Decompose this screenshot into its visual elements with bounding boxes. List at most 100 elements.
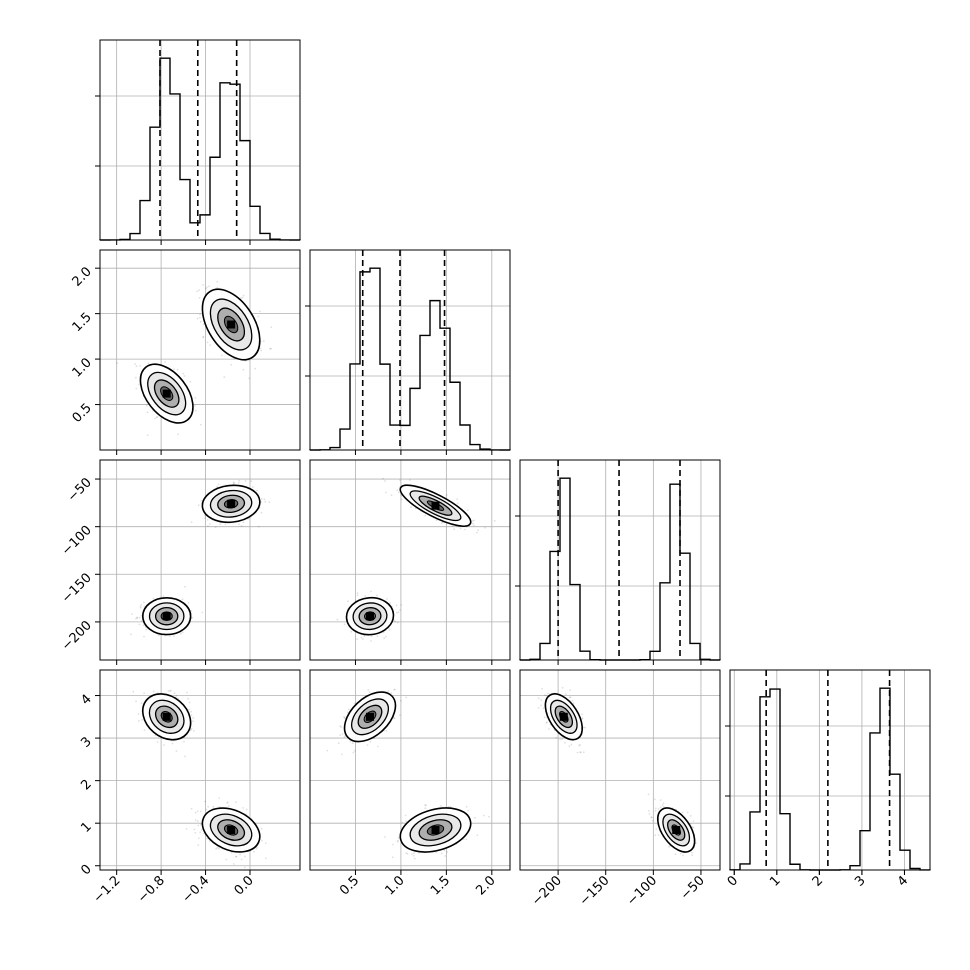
- sample-point: [541, 687, 543, 690]
- sample-point: [384, 836, 386, 838]
- sample-point: [152, 597, 155, 600]
- sample-point: [256, 489, 258, 492]
- sample-point: [406, 852, 409, 855]
- sample-point: [400, 699, 402, 702]
- sample-point: [465, 805, 468, 808]
- sample-point: [135, 387, 138, 390]
- sample-point: [214, 526, 217, 529]
- sample-point: [163, 744, 166, 746]
- sample-point: [137, 713, 140, 716]
- sample-point: [203, 517, 206, 519]
- sample-point: [252, 486, 254, 488]
- sample-point: [260, 498, 263, 500]
- sample-point: [376, 594, 378, 597]
- density-peak: [162, 612, 171, 621]
- histogram-panel-2: [305, 249, 511, 455]
- sample-point: [413, 857, 416, 860]
- sample-point: [136, 616, 138, 619]
- sample-point: [691, 854, 694, 857]
- sample-point: [202, 323, 205, 326]
- sample-point: [196, 810, 199, 812]
- sample-point: [190, 714, 193, 716]
- sample-point: [399, 479, 401, 481]
- sample-point: [366, 744, 369, 746]
- sample-point: [397, 836, 400, 839]
- sample-point: [262, 340, 265, 343]
- sample-point: [142, 624, 145, 627]
- sample-point: [399, 714, 401, 717]
- sample-point: [364, 595, 367, 597]
- sample-point: [261, 839, 263, 842]
- sample-point: [405, 696, 407, 699]
- sample-point: [181, 598, 184, 601]
- sample-point: [385, 729, 388, 732]
- sample-point: [238, 479, 241, 482]
- sample-point: [653, 798, 656, 801]
- sample-point: [145, 628, 148, 631]
- sample-point: [396, 621, 399, 624]
- sample-point: [248, 377, 251, 380]
- sample-point: [397, 611, 400, 614]
- sample-point: [361, 638, 364, 640]
- sample-point: [390, 692, 393, 694]
- sample-point: [473, 519, 475, 522]
- sample-point: [471, 522, 474, 525]
- sample-point: [190, 609, 193, 612]
- sample-point: [569, 689, 571, 692]
- sample-point: [196, 820, 199, 822]
- sample-point: [257, 315, 260, 318]
- sample-point: [173, 368, 176, 370]
- sample-point: [194, 811, 197, 814]
- sample-point: [341, 753, 343, 756]
- sample-point: [399, 609, 402, 611]
- sample-point: [250, 480, 253, 483]
- sample-point: [146, 434, 149, 437]
- sample-point: [353, 749, 356, 752]
- sample-point: [143, 635, 145, 638]
- sample-point: [339, 734, 342, 736]
- density-peak: [227, 826, 236, 834]
- sample-point: [193, 828, 196, 831]
- sample-point: [143, 692, 146, 695]
- sample-point: [435, 851, 437, 854]
- sample-point: [326, 749, 329, 752]
- sample-point: [140, 604, 143, 606]
- sample-point: [256, 846, 258, 849]
- sample-point: [547, 692, 549, 695]
- sample-point: [205, 287, 207, 290]
- sample-point: [260, 827, 263, 830]
- sample-point: [138, 623, 141, 626]
- sample-point: [230, 851, 233, 854]
- sample-point: [570, 743, 573, 746]
- sample-point: [190, 728, 192, 731]
- sample-point: [384, 480, 386, 482]
- sample-point: [206, 286, 208, 289]
- sample-point: [143, 601, 145, 604]
- histogram-panel-4: [725, 669, 931, 875]
- panel-frame: [519, 459, 721, 661]
- sample-point: [397, 491, 400, 494]
- density-peak: [431, 826, 440, 834]
- sample-point: [145, 404, 148, 407]
- sample-point: [194, 831, 197, 834]
- sample-point: [221, 354, 223, 357]
- sample-point: [388, 628, 391, 631]
- sample-point: [451, 525, 454, 527]
- sample-point: [564, 741, 566, 744]
- sample-point: [580, 751, 582, 754]
- sample-point: [264, 857, 267, 860]
- sample-point: [356, 592, 359, 595]
- sample-point: [692, 826, 695, 829]
- sample-point: [260, 511, 263, 514]
- sample-point: [376, 635, 379, 637]
- sample-point: [116, 362, 119, 364]
- sample-point: [453, 528, 456, 531]
- sample-point: [209, 344, 212, 346]
- sample-point: [194, 397, 197, 399]
- sample-point: [555, 736, 558, 739]
- sample-point: [143, 729, 146, 731]
- sample-point: [396, 489, 399, 492]
- sample-point: [189, 380, 192, 383]
- sample-point: [146, 411, 149, 414]
- sample-point: [559, 738, 562, 741]
